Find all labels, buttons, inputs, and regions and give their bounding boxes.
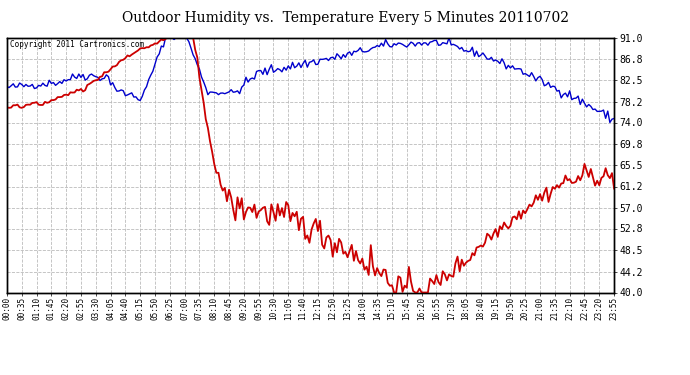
Text: Outdoor Humidity vs.  Temperature Every 5 Minutes 20110702: Outdoor Humidity vs. Temperature Every 5… bbox=[121, 11, 569, 25]
Text: Copyright 2011 Cartronics.com: Copyright 2011 Cartronics.com bbox=[10, 40, 144, 49]
